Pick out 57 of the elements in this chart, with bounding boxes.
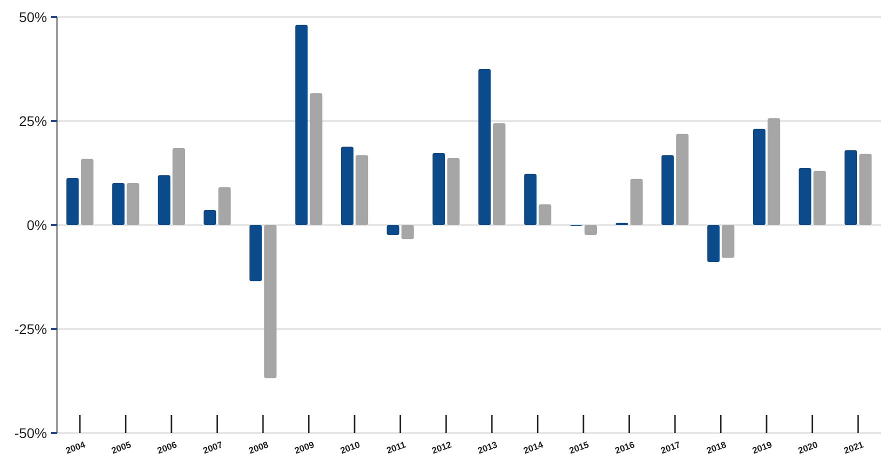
y-tick-label: 0% bbox=[26, 216, 47, 233]
x-tick-label: 2006 bbox=[156, 439, 178, 455]
x-tick-label: 2019 bbox=[750, 439, 774, 455]
bar bbox=[66, 178, 79, 225]
bar bbox=[538, 204, 552, 225]
bar bbox=[722, 225, 734, 258]
bar bbox=[798, 168, 812, 225]
x-tick-label: 2020 bbox=[796, 439, 820, 455]
y-tick-label: 50% bbox=[18, 8, 47, 25]
x-tick-label: 2015 bbox=[568, 439, 590, 455]
x-tick-label: 2012 bbox=[430, 439, 453, 455]
bar bbox=[813, 170, 826, 225]
bar bbox=[584, 225, 597, 235]
bar bbox=[310, 93, 322, 225]
y-tick-label: 25% bbox=[18, 112, 47, 129]
bar bbox=[356, 155, 368, 225]
bar bbox=[676, 134, 689, 225]
bar bbox=[264, 225, 277, 378]
x-tick-label: 2011 bbox=[385, 439, 408, 455]
x-tick-label: 2005 bbox=[110, 439, 132, 455]
x-tick-label: 2013 bbox=[476, 439, 499, 455]
bar bbox=[80, 158, 94, 225]
bar bbox=[218, 187, 231, 225]
bar bbox=[524, 174, 537, 225]
bar bbox=[661, 155, 674, 225]
bar bbox=[707, 225, 720, 262]
x-tick-label: 2014 bbox=[522, 439, 544, 455]
bar bbox=[158, 175, 170, 225]
x-tick-label: 2016 bbox=[614, 439, 636, 455]
x-tick-label: 2009 bbox=[293, 439, 316, 455]
bar bbox=[447, 158, 460, 225]
bar bbox=[844, 150, 858, 225]
bar bbox=[112, 182, 125, 225]
bar bbox=[295, 24, 308, 225]
x-tick-label: 2008 bbox=[247, 439, 270, 455]
x-tick-label: 2004 bbox=[64, 439, 87, 455]
bar bbox=[126, 182, 140, 225]
bar bbox=[249, 225, 262, 282]
y-tick-label: -25% bbox=[14, 320, 47, 337]
x-tick-label: 2018 bbox=[705, 439, 728, 455]
bar bbox=[492, 123, 506, 225]
bar bbox=[386, 225, 400, 235]
bar bbox=[432, 153, 446, 225]
bar bbox=[478, 69, 491, 225]
bar bbox=[859, 154, 872, 225]
x-tick-label: 2010 bbox=[338, 439, 362, 455]
bar bbox=[630, 178, 643, 225]
x-tick-label: 2007 bbox=[202, 439, 224, 455]
y-tick-label: -50% bbox=[14, 424, 47, 441]
x-tick-label: 2021 bbox=[842, 439, 865, 455]
bar bbox=[172, 148, 185, 225]
bar bbox=[341, 146, 354, 225]
bar bbox=[768, 118, 780, 225]
x-tick-label: 2017 bbox=[659, 439, 682, 455]
bar bbox=[753, 128, 766, 225]
bar bbox=[204, 210, 216, 225]
bar bbox=[401, 225, 414, 240]
